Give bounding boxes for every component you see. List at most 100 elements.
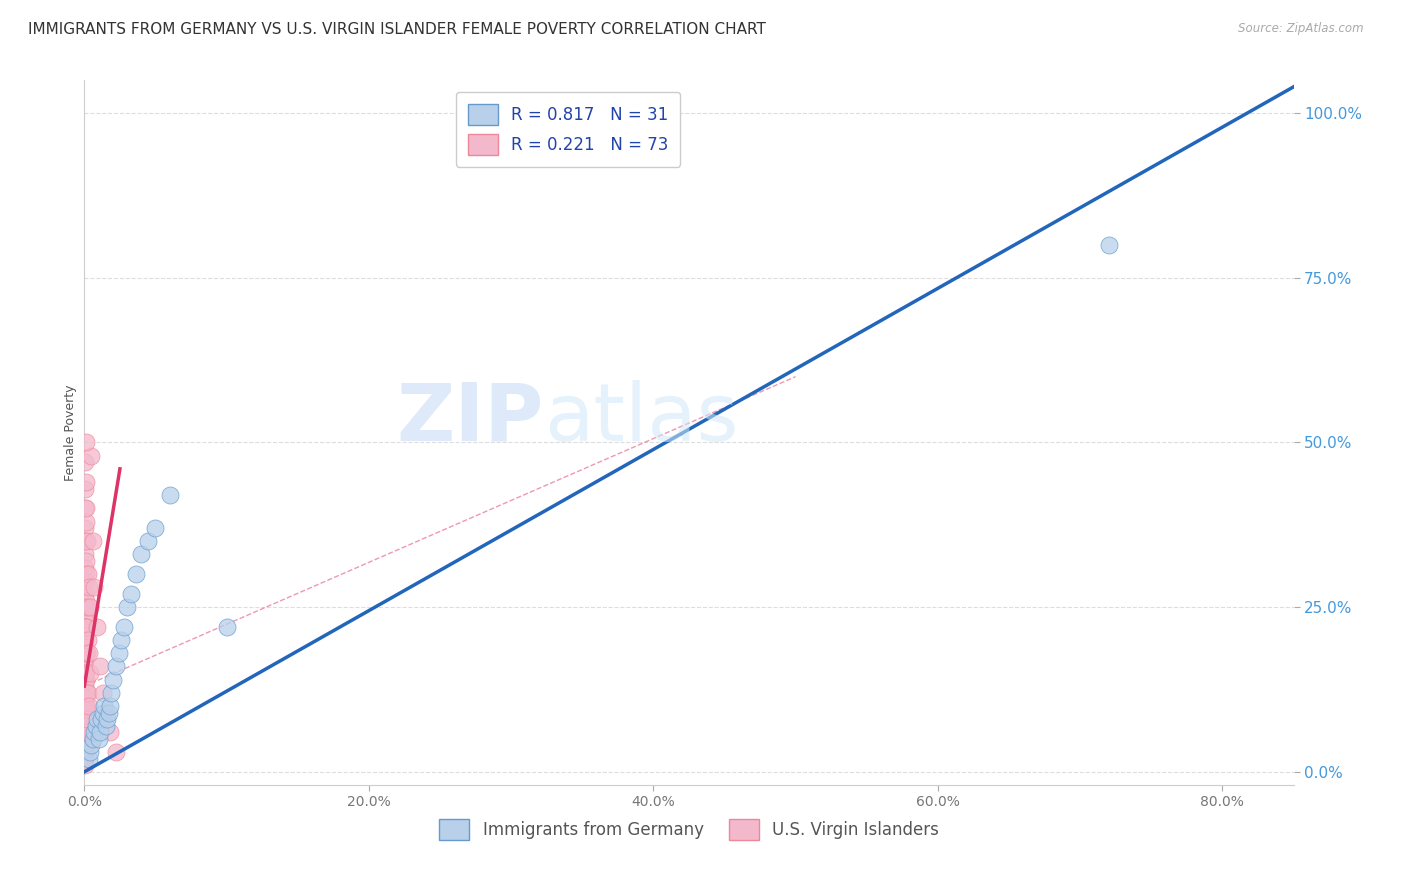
Point	[79, 745, 101, 759]
Point	[120, 587, 142, 601]
Point	[83, 581, 105, 595]
Point	[75, 574, 97, 588]
Point	[75, 593, 97, 607]
Point	[76, 686, 98, 700]
Point	[138, 534, 160, 549]
Point	[145, 521, 167, 535]
Point	[75, 731, 97, 746]
Point	[75, 633, 97, 648]
Point	[98, 725, 121, 739]
Point	[75, 719, 97, 733]
Point	[82, 534, 104, 549]
Point	[75, 620, 97, 634]
Point	[86, 620, 108, 634]
Point	[75, 698, 97, 713]
Point	[77, 567, 100, 582]
Point	[91, 686, 114, 700]
Point	[75, 613, 97, 627]
Point	[76, 725, 98, 739]
Point	[75, 665, 97, 680]
Point	[159, 488, 181, 502]
Point	[75, 554, 97, 568]
Point	[75, 673, 97, 687]
Point	[86, 712, 108, 726]
Point	[77, 581, 100, 595]
Point	[107, 646, 129, 660]
Point	[75, 745, 97, 759]
Point	[76, 712, 98, 726]
Point	[75, 626, 97, 640]
Point	[75, 640, 97, 654]
Point	[98, 698, 121, 713]
Point	[80, 739, 103, 753]
Point	[91, 706, 114, 720]
Point	[94, 719, 117, 733]
Point	[75, 725, 97, 739]
Point	[89, 725, 111, 739]
Point	[75, 435, 97, 450]
Point	[75, 620, 97, 634]
Point	[77, 633, 100, 648]
Point	[90, 712, 112, 726]
Point	[75, 646, 97, 660]
Point	[84, 719, 107, 733]
Point	[112, 620, 135, 634]
Point	[75, 475, 97, 489]
Legend: Immigrants from Germany, U.S. Virgin Islanders: Immigrants from Germany, U.S. Virgin Isl…	[433, 813, 945, 847]
Point	[96, 712, 118, 726]
Point	[75, 515, 97, 529]
Point	[75, 719, 97, 733]
Point	[77, 646, 100, 660]
Point	[100, 686, 122, 700]
Point	[1097, 238, 1119, 252]
Point	[75, 758, 97, 772]
Point	[97, 706, 120, 720]
Point	[75, 751, 97, 765]
Point	[93, 698, 115, 713]
Point	[75, 653, 97, 667]
Point	[75, 607, 97, 621]
Point	[83, 725, 105, 739]
Point	[75, 482, 97, 496]
Point	[82, 731, 104, 746]
Point	[75, 646, 97, 660]
Point	[75, 501, 97, 516]
Point	[75, 587, 97, 601]
Point	[76, 501, 98, 516]
Point	[129, 548, 152, 562]
Point	[75, 698, 97, 713]
Point	[75, 739, 97, 753]
Point	[75, 455, 97, 469]
Y-axis label: Female Poverty: Female Poverty	[65, 384, 77, 481]
Point	[75, 600, 97, 615]
Point	[77, 698, 100, 713]
Point	[76, 600, 98, 615]
Point	[77, 751, 100, 765]
Point	[75, 534, 97, 549]
Point	[79, 665, 101, 680]
Point	[89, 659, 111, 673]
Point	[110, 633, 132, 648]
Text: ZIP: ZIP	[396, 379, 544, 458]
Text: IMMIGRANTS FROM GERMANY VS U.S. VIRGIN ISLANDER FEMALE POVERTY CORRELATION CHART: IMMIGRANTS FROM GERMANY VS U.S. VIRGIN I…	[28, 22, 766, 37]
Point	[104, 659, 127, 673]
Point	[75, 706, 97, 720]
Point	[76, 665, 98, 680]
Point	[115, 600, 138, 615]
Point	[75, 521, 97, 535]
Point	[75, 659, 97, 673]
Point	[76, 698, 98, 713]
Point	[75, 712, 97, 726]
Point	[75, 548, 97, 562]
Point	[76, 646, 98, 660]
Point	[94, 706, 117, 720]
Point	[101, 673, 124, 687]
Point	[75, 692, 97, 706]
Point	[76, 567, 98, 582]
Point	[75, 739, 97, 753]
Point	[77, 686, 100, 700]
Point	[79, 600, 101, 615]
Point	[76, 620, 98, 634]
Point	[76, 534, 98, 549]
Point	[75, 560, 97, 574]
